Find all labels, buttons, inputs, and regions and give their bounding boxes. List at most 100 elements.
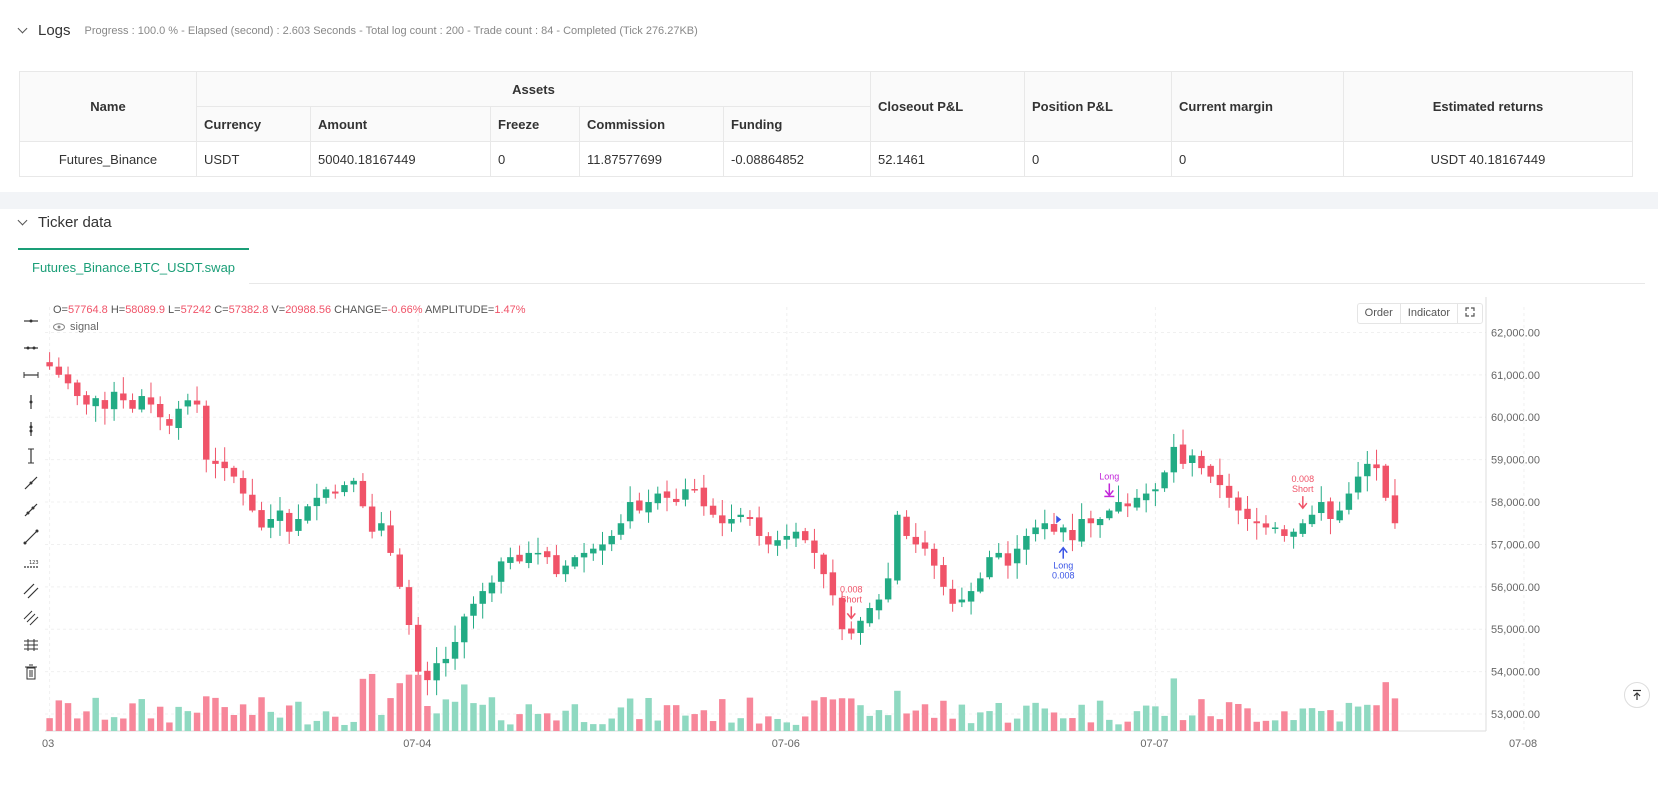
volume-bar xyxy=(1069,718,1076,731)
volume-bar xyxy=(1345,702,1353,731)
volume-bar xyxy=(120,718,127,731)
volume-bar xyxy=(258,697,265,731)
y-tick-label: 61,000.00 xyxy=(1491,370,1540,382)
volume-bar xyxy=(359,678,367,731)
volume-bar xyxy=(1124,721,1131,731)
horizontal-segment-icon[interactable] xyxy=(18,361,44,388)
x-tick-label: 03 xyxy=(42,738,54,750)
change-value: -0.66% xyxy=(387,304,423,316)
segment-line-icon[interactable] xyxy=(18,523,44,550)
y-tick-label: 58,000.00 xyxy=(1491,497,1540,509)
horizontal-line-icon[interactable] xyxy=(18,307,44,334)
candle-body xyxy=(728,519,735,524)
candle-body xyxy=(313,497,321,507)
volume-bar xyxy=(433,713,440,731)
low-label: L= xyxy=(168,304,181,316)
order-button[interactable]: Order xyxy=(1358,304,1401,323)
candle-body xyxy=(1124,503,1131,507)
candle-body xyxy=(1391,495,1399,524)
volume-bar xyxy=(967,723,975,731)
candle-body xyxy=(285,512,293,532)
volume-bar xyxy=(1308,708,1316,731)
volume-value: 20988.56 xyxy=(285,304,332,316)
vertical-line-icon[interactable] xyxy=(18,388,44,415)
candle-body xyxy=(147,397,155,405)
candle-body xyxy=(1253,521,1260,524)
candle-body xyxy=(276,510,284,521)
candle-body xyxy=(921,542,929,549)
short-marker-arrowhead xyxy=(846,612,856,620)
candle-body xyxy=(626,502,634,522)
volume-bar xyxy=(1262,720,1270,731)
candle-body xyxy=(884,578,892,600)
volume-bar xyxy=(986,711,993,731)
candle-body xyxy=(396,554,403,587)
volume-bar xyxy=(801,716,809,731)
indicator-button[interactable]: Indicator xyxy=(1401,304,1458,323)
chart-area[interactable]: 62,000.00 61,000.00 60,000.00 59,000.00 58,0… xyxy=(18,297,1658,805)
candle-body xyxy=(507,557,514,563)
volume-bar xyxy=(737,718,744,731)
parallel-lines-icon[interactable] xyxy=(18,577,44,604)
candle-body xyxy=(765,536,772,545)
candle-body xyxy=(1161,472,1168,489)
candle-body xyxy=(332,491,339,494)
trash-icon[interactable] xyxy=(18,658,44,685)
volume-bar xyxy=(820,697,827,731)
volume-bar xyxy=(1152,706,1159,731)
price-line-icon[interactable]: 123 xyxy=(18,550,44,577)
candle-body xyxy=(1078,519,1085,542)
eye-icon[interactable] xyxy=(53,323,65,331)
header-amount: Amount xyxy=(310,106,491,142)
candle-body xyxy=(903,516,910,536)
arrow-up-icon xyxy=(1633,689,1641,700)
candle-body xyxy=(1041,523,1049,530)
volume-bar xyxy=(645,697,652,731)
candle-body xyxy=(590,548,597,554)
candlestick-chart[interactable]: 62,000.00 61,000.00 60,000.00 59,000.00 58,0… xyxy=(18,297,1658,805)
candle-body xyxy=(1023,535,1030,550)
volume-bar xyxy=(1225,702,1233,731)
candle-body xyxy=(368,506,376,532)
horizontal-ray-icon[interactable] xyxy=(18,334,44,361)
y-tick-label: 55,000.00 xyxy=(1491,624,1540,636)
candle-body xyxy=(1133,497,1141,508)
volume-bar xyxy=(285,705,293,731)
logs-header[interactable]: Logs Progress : 100.0 % - Elapsed (secon… xyxy=(18,22,698,39)
volume-bar xyxy=(728,722,735,731)
volume-bar xyxy=(239,704,247,731)
ticker-header[interactable]: Ticker data xyxy=(18,214,112,231)
vertical-ray-icon[interactable] xyxy=(18,415,44,442)
vertical-segment-icon[interactable] xyxy=(18,442,44,469)
volume-bar xyxy=(55,700,63,731)
tab-btc-usdt-swap[interactable]: Futures_Binance.BTC_USDT.swap xyxy=(18,248,250,284)
candle-body xyxy=(848,628,855,634)
volume-bar xyxy=(940,700,947,731)
ray-line-icon[interactable] xyxy=(18,496,44,523)
volume-bar xyxy=(599,724,606,731)
fullscreen-icon[interactable] xyxy=(1458,304,1482,323)
volume-bar xyxy=(138,699,145,731)
candle-body xyxy=(488,582,496,594)
volume-bar xyxy=(516,714,523,731)
chevron-down-icon[interactable] xyxy=(18,26,28,36)
volume-bar xyxy=(1281,711,1288,731)
volume-bar xyxy=(1244,708,1251,731)
cell-amount: 50040.18167449 xyxy=(310,141,491,177)
signal-legend[interactable]: signal xyxy=(53,321,99,333)
scroll-to-top-button[interactable] xyxy=(1624,682,1650,708)
candle-body xyxy=(792,531,800,539)
trend-line-icon[interactable] xyxy=(18,469,44,496)
header-assets: Assets xyxy=(196,71,871,107)
volume-bar xyxy=(1161,715,1168,731)
fib-lines-icon[interactable] xyxy=(18,604,44,631)
price-channel-icon[interactable] xyxy=(18,631,44,658)
candle-body xyxy=(636,500,643,511)
candle-body xyxy=(497,561,505,582)
chevron-down-icon[interactable] xyxy=(18,218,28,228)
candle-body xyxy=(691,489,698,491)
volume-bar xyxy=(497,720,505,731)
volume-bar xyxy=(672,705,680,731)
chart-buttons: Order Indicator xyxy=(1356,303,1483,324)
volume-bar xyxy=(110,717,118,731)
